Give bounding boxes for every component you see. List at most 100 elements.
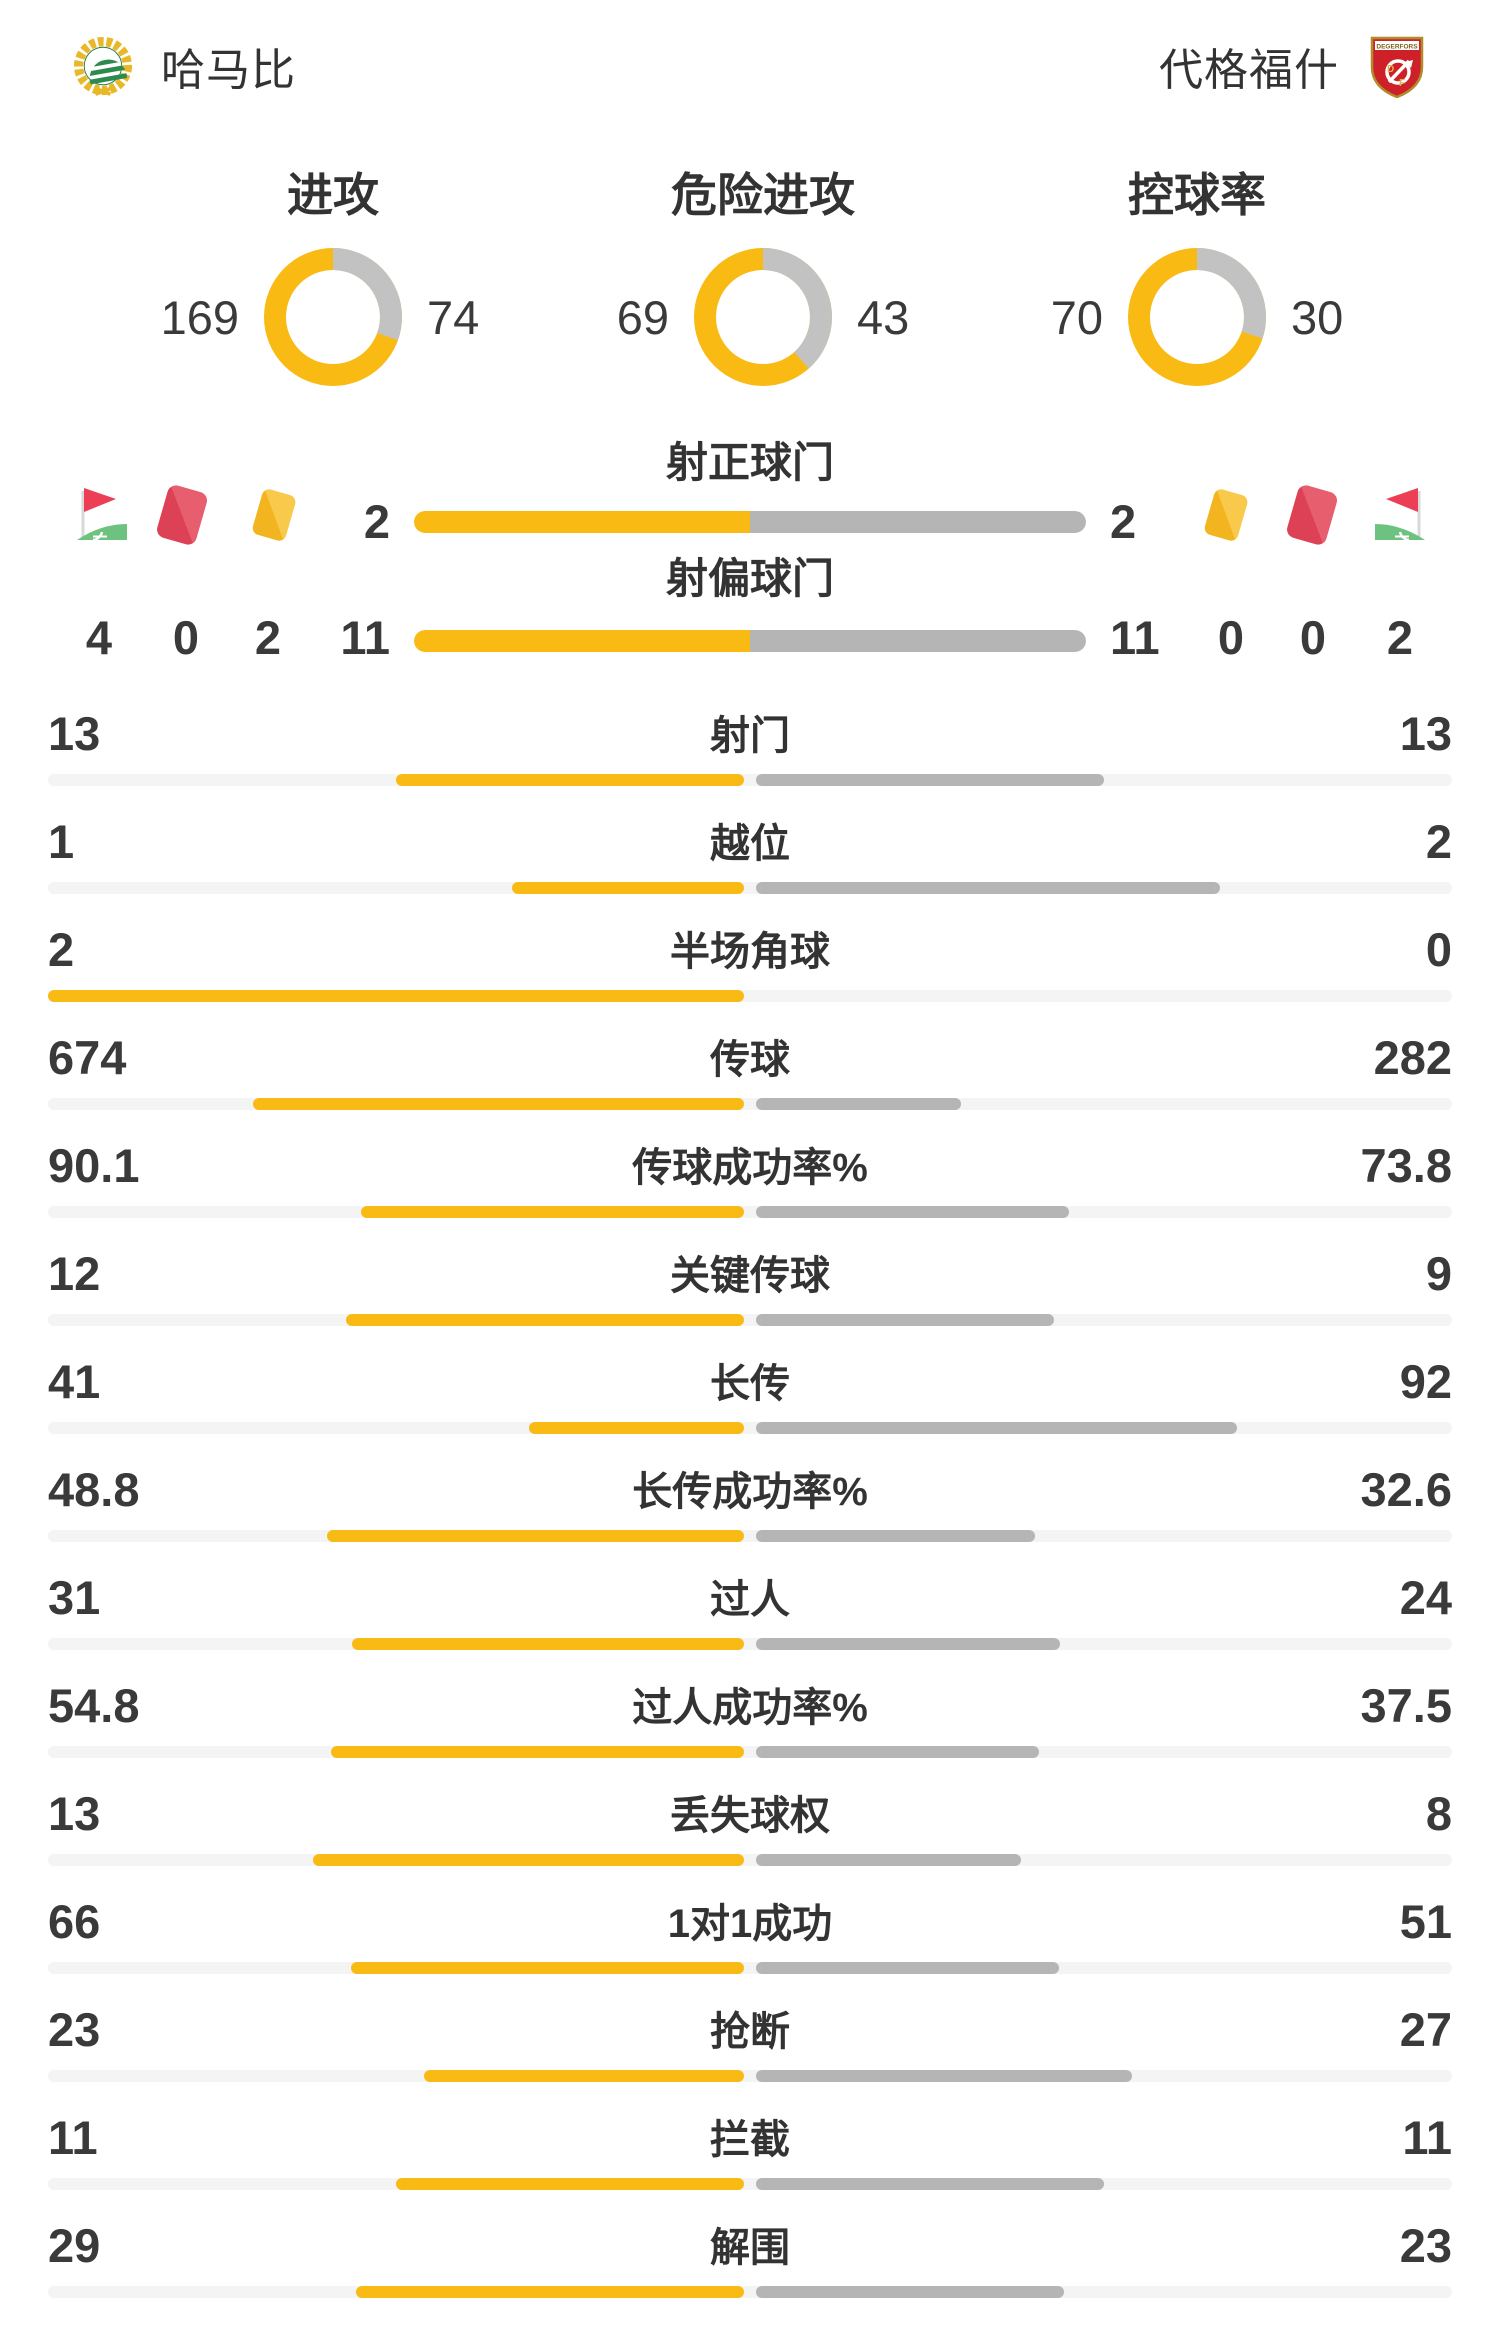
home-red-card-count: 0 <box>172 611 200 664</box>
shots-on-target-bar-away <box>750 511 1086 533</box>
stat-row: 66 1对1成功 51 <box>0 1888 1500 1996</box>
stat-bar-track <box>48 2070 1452 2082</box>
stat-label: 长传成功率% <box>632 1470 868 1514</box>
away-yellow-card-count: 0 <box>1217 611 1245 664</box>
home-team-name: 哈马比 <box>161 46 296 95</box>
stat-home-value: 13 <box>48 707 101 760</box>
stat-home-value: 11 <box>48 2111 98 2164</box>
donut-home-value: 169 <box>160 290 239 344</box>
donut-label: 进攻 <box>287 169 379 221</box>
stat-row: 90.1 传球成功率% 73.8 <box>0 1132 1500 1240</box>
match-header: 哈马比 代格福什 DEGERFORS D F <box>0 30 1500 102</box>
stat-bar-home <box>48 990 744 1002</box>
stat-row: 54.8 过人成功率% 37.5 <box>0 1672 1500 1780</box>
stat-bar-home <box>351 1962 744 1974</box>
stat-bar-track <box>48 1530 1452 1542</box>
stat-bar-away <box>756 1530 1035 1542</box>
stat-home-value: 12 <box>48 1247 101 1300</box>
stat-label: 过人成功率% <box>632 1686 868 1730</box>
shots-on-target-row: 2 2 <box>0 483 1500 551</box>
stat-away-value: 11 <box>1402 2111 1452 2164</box>
stat-label: 传球成功率% <box>632 1146 868 1190</box>
away-team-logo-degerfors: DEGERFORS D F <box>1370 36 1424 98</box>
home-team-header: 哈马比 <box>73 30 296 102</box>
donut-group-0: 进攻 169 74 <box>119 166 547 386</box>
stat-away-value: 8 <box>1425 1787 1452 1840</box>
stat-bar-track <box>48 990 1452 1002</box>
donut-chart <box>1128 248 1266 386</box>
stat-away-value: 27 <box>1399 2003 1452 2056</box>
stat-label: 传球 <box>710 1038 790 1082</box>
away-yellow-card-icon <box>1203 487 1250 543</box>
stat-bar-home <box>396 2178 744 2190</box>
stat-bar-home <box>424 2070 744 2082</box>
stats-comparison-list: 13 射门 13 1 越位 2 2 半场角球 0 674 传球 282 90.1 传球成功率% 73.8 12… <box>0 700 1500 2320</box>
stat-bar-away <box>756 882 1220 894</box>
stat-bar-home <box>346 1314 744 1326</box>
stat-bar-track <box>48 1746 1452 1758</box>
shots-on-target-away-value: 2 <box>1110 495 1137 548</box>
shots-off-target-bar-home <box>414 630 750 652</box>
donut-home-value: 70 <box>1050 290 1103 344</box>
stat-row: 13 射门 13 <box>0 700 1500 808</box>
stat-row: 13 丢失球权 8 <box>0 1780 1500 1888</box>
stat-bar-away <box>756 1422 1237 1434</box>
stat-label: 越位 <box>710 822 790 866</box>
stat-label: 解围 <box>710 2226 790 2270</box>
stat-label: 过人 <box>710 1578 790 1622</box>
stat-away-value: 23 <box>1399 2219 1452 2272</box>
shots-off-target-row: 4 0 2 11 11 0 0 2 <box>0 612 1500 668</box>
donut-label: 危险进攻 <box>671 169 855 221</box>
donut-away-value: 30 <box>1291 290 1344 344</box>
home-yellow-card-count: 2 <box>254 611 282 664</box>
stat-label: 1对1成功 <box>667 1902 833 1946</box>
stat-label: 关键传球 <box>670 1254 830 1298</box>
stat-home-value: 23 <box>48 2003 101 2056</box>
donut-group-1: 危险进攻 69 43 <box>549 166 977 386</box>
home-corner-flag-icon <box>75 486 129 542</box>
stat-home-value: 31 <box>48 1571 101 1624</box>
away-corner-flag-icon <box>1373 486 1427 542</box>
stat-row: 31 过人 24 <box>0 1564 1500 1672</box>
stat-bar-home <box>356 2286 744 2298</box>
stat-bar-away <box>756 1098 961 1110</box>
stat-bar-track <box>48 1206 1452 1218</box>
stat-home-value: 29 <box>48 2219 101 2272</box>
stat-bar-home <box>331 1746 744 1758</box>
shots-on-target-label: 射正球门 <box>665 439 834 486</box>
stat-home-value: 66 <box>48 1895 101 1948</box>
stat-away-value: 9 <box>1425 1247 1452 1300</box>
svg-text:D: D <box>1387 64 1394 75</box>
stat-row: 23 抢断 27 <box>0 1996 1500 2104</box>
stat-bar-home <box>512 882 744 894</box>
stat-bar-track <box>48 2178 1452 2190</box>
stat-bar-away <box>756 1854 1021 1866</box>
stat-away-value: 282 <box>1373 1031 1452 1084</box>
home-yellow-card-icon <box>251 487 298 543</box>
stat-bar-home <box>253 1098 744 1110</box>
stat-row: 48.8 长传成功率% 32.6 <box>0 1456 1500 1564</box>
stat-bar-track <box>48 1422 1452 1434</box>
stat-label: 长传 <box>710 1362 790 1406</box>
stat-home-value: 90.1 <box>48 1139 140 1192</box>
away-team-name: 代格福什 <box>1159 46 1339 95</box>
away-red-card-count: 0 <box>1299 611 1327 664</box>
stat-row: 2 半场角球 0 <box>0 916 1500 1024</box>
donut-label: 控球率 <box>1128 169 1266 221</box>
stat-bar-track <box>48 2286 1452 2298</box>
donut-chart <box>264 248 402 386</box>
stat-row: 12 关键传球 9 <box>0 1240 1500 1348</box>
stat-home-value: 1 <box>48 815 75 868</box>
stat-bar-home <box>352 1638 744 1650</box>
stat-home-value: 48.8 <box>48 1463 140 1516</box>
stat-away-value: 73.8 <box>1360 1139 1452 1192</box>
stat-bar-away <box>756 1962 1059 1974</box>
shots-off-target-bar <box>414 630 1086 652</box>
stat-away-value: 24 <box>1399 1571 1452 1624</box>
stat-away-value: 0 <box>1425 923 1452 976</box>
home-team-logo-hammarby <box>73 36 133 96</box>
shots-on-target-bar <box>414 511 1086 533</box>
stat-home-value: 13 <box>48 1787 101 1840</box>
stat-label: 抢断 <box>710 2010 790 2054</box>
